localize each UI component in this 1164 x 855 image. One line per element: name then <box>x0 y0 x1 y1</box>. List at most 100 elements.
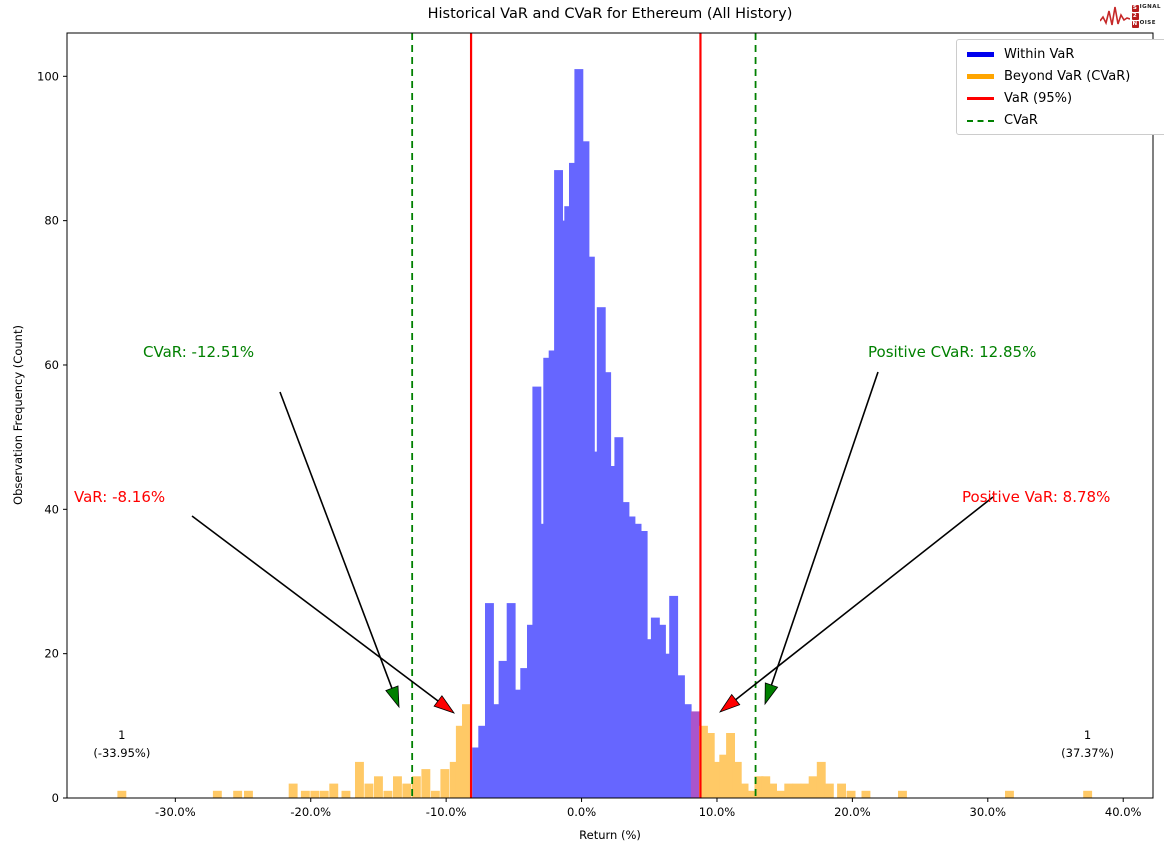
histogram-bar <box>329 783 339 798</box>
plot-frame <box>66 32 1154 799</box>
histogram-bar <box>430 790 440 798</box>
histogram-bar <box>288 783 298 798</box>
signal2noise-logo: S IGNAL 2 N OISE <box>1099 3 1161 29</box>
histogram-bar <box>554 170 563 799</box>
histogram-bar <box>498 660 508 798</box>
histogram-bar <box>776 790 786 798</box>
legend-item-beyond-var: Beyond VaR (CVaR) <box>967 69 1157 84</box>
annotation-arrow-line <box>279 391 395 693</box>
histogram-bar <box>310 790 320 798</box>
annotation-arrow-line <box>769 371 879 690</box>
histogram-bar <box>411 776 421 798</box>
histogram-bar <box>705 733 715 798</box>
histogram-bar <box>784 783 794 798</box>
histogram-bar <box>491 704 501 798</box>
legend-label: Beyond VaR (CVaR) <box>1004 69 1131 84</box>
histogram-bar <box>543 357 553 798</box>
histogram-bar <box>559 220 569 799</box>
beyond-var-swatch <box>967 74 994 79</box>
histogram-bar <box>808 776 818 798</box>
heartbeat-waveform-icon <box>1099 6 1130 26</box>
histogram-bar <box>732 761 742 798</box>
x-axis-label: Return (%) <box>579 828 641 842</box>
var-line-swatch <box>967 97 994 100</box>
histogram-bar <box>792 783 802 798</box>
legend-label: VaR (95%) <box>1004 91 1073 106</box>
histogram-bar <box>682 704 692 798</box>
y-tick-label: 80 <box>44 214 59 228</box>
histogram-bar <box>816 761 826 798</box>
histogram-bar <box>440 769 450 798</box>
annotation-cvar-negative: CVaR: -12.51% <box>143 343 255 361</box>
histogram-bar <box>898 790 907 798</box>
logo-text: S IGNAL 2 N OISE <box>1131 4 1161 28</box>
histogram-bar <box>746 790 756 798</box>
histogram-bar <box>837 783 846 798</box>
histogram-bar <box>506 603 516 798</box>
histogram-bar <box>537 523 547 798</box>
annotation-arrowhead <box>385 685 400 709</box>
histogram-bar <box>1005 790 1014 798</box>
histogram-bar <box>690 711 700 798</box>
x-tick-label: 10.0% <box>699 805 736 819</box>
x-tick-label: -30.0% <box>155 805 196 819</box>
histogram-bar <box>455 725 465 798</box>
legend-item-within-var: Within VaR <box>967 47 1157 62</box>
histogram-bar <box>620 502 630 798</box>
histogram-bar <box>632 523 642 798</box>
outlier-return: (-33.95%) <box>93 745 151 760</box>
legend-label: CVaR <box>1004 113 1038 128</box>
histogram-bar <box>485 603 494 798</box>
histogram-bar <box>532 386 542 798</box>
y-tick-label: 40 <box>44 502 59 516</box>
annotation-arrowhead <box>433 695 456 714</box>
y-tick-label: 20 <box>44 647 59 661</box>
chart-title: Historical VaR and CVaR for Ethereum (Al… <box>427 6 793 22</box>
x-tick-label: -20.0% <box>290 805 331 819</box>
y-axis-label: Observation Frequency (Count) <box>11 325 25 505</box>
histogram-bar <box>300 790 310 798</box>
histogram-bar <box>846 790 856 798</box>
within-var-swatch <box>967 52 994 57</box>
outlier-return: (37.37%) <box>1061 745 1115 760</box>
histogram-bar <box>472 747 482 798</box>
histogram-bar <box>449 761 459 798</box>
y-tick-label: 100 <box>37 69 59 83</box>
histogram-bar <box>602 372 612 798</box>
annotation-var-positive: Positive VaR: 8.78% <box>962 488 1111 506</box>
histogram-bar <box>754 776 764 798</box>
histogram-bar <box>824 783 834 798</box>
histogram-bar <box>644 639 654 798</box>
legend: Within VaR Beyond VaR (CVaR) VaR (95%) C… <box>956 39 1164 135</box>
histogram-bar <box>569 162 578 798</box>
histogram-bar <box>726 733 735 798</box>
histogram-bar <box>580 141 590 799</box>
histogram-bar <box>719 754 729 798</box>
histogram-bar <box>768 783 777 798</box>
legend-item-cvar: CVaR <box>967 113 1157 128</box>
histogram-bar <box>596 307 606 798</box>
histogram-bar <box>626 516 636 798</box>
histogram-bar <box>761 776 771 798</box>
x-tick-label: 20.0% <box>834 805 871 819</box>
histogram-bar <box>699 725 708 798</box>
histogram-bar <box>638 531 648 798</box>
histogram-bar <box>712 761 722 798</box>
histogram-bar <box>402 783 412 798</box>
histogram-bar <box>462 704 471 798</box>
histogram-bar <box>319 790 329 798</box>
histogram-bar <box>650 617 660 798</box>
histogram-bar <box>520 668 530 798</box>
annotation-arrow-line <box>732 496 994 703</box>
histogram-bar <box>244 790 253 798</box>
outlier-count: 1 <box>1083 728 1092 742</box>
x-tick-label: -10.0% <box>426 805 467 819</box>
histogram-bar <box>117 790 127 798</box>
x-tick-label: 0.0% <box>567 805 596 819</box>
histogram-bar <box>657 624 666 798</box>
outlier-label-right: 1 (37.37%) <box>1061 727 1114 763</box>
cvar-line-swatch <box>967 119 994 122</box>
histogram-bar <box>383 790 393 798</box>
annotation-cvar-positive: Positive CVaR: 12.85% <box>868 343 1037 361</box>
